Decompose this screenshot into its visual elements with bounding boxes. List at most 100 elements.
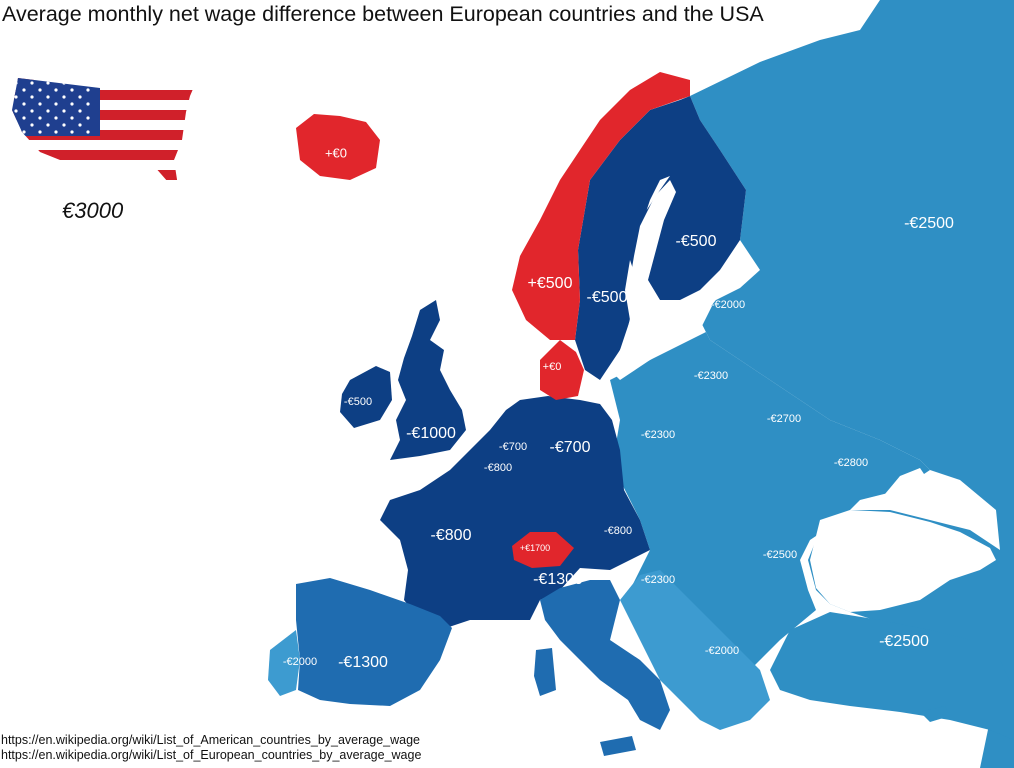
label-russia: -€2500 bbox=[904, 215, 954, 232]
switzerland-shape bbox=[512, 532, 574, 568]
flag-star bbox=[6, 130, 9, 133]
red-region bbox=[296, 72, 690, 568]
label-hungary: -€2300 bbox=[640, 574, 676, 586]
flag-star bbox=[86, 88, 90, 92]
flag-star bbox=[70, 116, 74, 120]
label-turkey: -€2500 bbox=[879, 633, 929, 650]
flag-star bbox=[46, 123, 50, 127]
label-belgium: -€800 bbox=[483, 462, 513, 474]
label-estonia: -€2000 bbox=[710, 299, 746, 311]
denmark-shape bbox=[540, 340, 584, 400]
flag-star bbox=[38, 88, 42, 92]
flag-star bbox=[46, 95, 50, 99]
flag-star bbox=[70, 102, 74, 106]
italy-shape bbox=[540, 580, 670, 730]
flag-star bbox=[6, 116, 9, 119]
flag-star bbox=[78, 123, 82, 127]
portugal-shape bbox=[268, 630, 300, 696]
black-sea bbox=[810, 510, 996, 612]
flag-star bbox=[6, 88, 9, 91]
flag-star bbox=[14, 123, 18, 127]
flag-star bbox=[14, 81, 18, 85]
source-link-2[interactable]: https://en.wikipedia.org/wiki/List_of_Eu… bbox=[1, 748, 422, 762]
flag-star bbox=[86, 130, 90, 134]
label-romania: -€2500 bbox=[762, 549, 798, 561]
flag-star bbox=[30, 95, 34, 99]
norway-shape bbox=[512, 72, 690, 340]
label-switzerland: +€1700 bbox=[519, 543, 551, 553]
flag-stripe bbox=[12, 170, 196, 180]
page-title: Average monthly net wage difference betw… bbox=[2, 2, 764, 26]
flag-star bbox=[54, 102, 58, 106]
ireland-shape bbox=[340, 366, 392, 428]
sicily-shape bbox=[600, 736, 636, 756]
flag-stripe bbox=[12, 90, 196, 100]
flag-star bbox=[38, 130, 42, 134]
flag-star bbox=[86, 116, 90, 120]
label-portugal: -€2000 bbox=[282, 656, 318, 668]
baltic-sea bbox=[610, 180, 712, 380]
flag-star bbox=[38, 74, 41, 77]
flag-star bbox=[46, 81, 50, 85]
flag-star bbox=[22, 102, 26, 106]
flag-star bbox=[54, 74, 57, 77]
flag-star bbox=[6, 102, 9, 105]
flag-stripe bbox=[12, 150, 196, 160]
south-europe-region bbox=[268, 578, 670, 756]
flag-star bbox=[70, 74, 73, 77]
label-france: -€800 bbox=[430, 527, 472, 544]
source-link-1[interactable]: https://en.wikipedia.org/wiki/List_of_Am… bbox=[1, 733, 420, 747]
balkans-shape bbox=[620, 570, 770, 730]
turkey-shape bbox=[770, 612, 1014, 740]
flag-stripe bbox=[12, 130, 196, 140]
sweden-shape bbox=[575, 96, 746, 380]
flag-star bbox=[78, 109, 82, 113]
label-netherlands: -€700 bbox=[498, 441, 528, 453]
flag-star bbox=[62, 95, 66, 99]
flag-star bbox=[54, 88, 58, 92]
flag-star bbox=[6, 74, 9, 77]
label-balkans: -€2000 bbox=[704, 645, 740, 657]
label-ireland: -€500 bbox=[343, 396, 373, 408]
label-latvia: -€2300 bbox=[693, 370, 729, 382]
cyprus-shape bbox=[920, 706, 950, 722]
spain-shape bbox=[296, 578, 452, 706]
usa-wage-label: €3000 bbox=[62, 198, 124, 223]
usa-flag-map bbox=[6, 74, 196, 186]
flag-star bbox=[22, 130, 26, 134]
flag-star bbox=[30, 109, 34, 113]
label-iceland: +€0 bbox=[324, 145, 348, 161]
label-germany: -€700 bbox=[549, 439, 591, 456]
label-finland: -€500 bbox=[675, 233, 717, 250]
flag-star bbox=[78, 81, 82, 85]
flag-star bbox=[86, 74, 89, 77]
azov-sea bbox=[880, 468, 928, 500]
sardinia-shape bbox=[534, 648, 556, 696]
label-austria: -€800 bbox=[603, 525, 633, 537]
label-ukraine: -€2800 bbox=[833, 457, 869, 469]
flag-star bbox=[78, 95, 82, 99]
flag-star bbox=[38, 102, 42, 106]
flag-star bbox=[22, 88, 26, 92]
flag-star bbox=[30, 123, 34, 127]
flag-star bbox=[30, 81, 34, 85]
label-spain: -€1300 bbox=[338, 654, 388, 671]
mainland-west-shape bbox=[380, 396, 650, 630]
flag-star bbox=[70, 88, 74, 92]
uk-shape bbox=[390, 300, 466, 460]
flag-stripe bbox=[12, 78, 196, 80]
flag-star bbox=[62, 109, 66, 113]
flag-star bbox=[22, 116, 26, 120]
flag-star bbox=[38, 116, 42, 120]
western-europe-region bbox=[340, 96, 746, 630]
label-denmark: +€0 bbox=[542, 361, 562, 373]
flag-star bbox=[14, 95, 18, 99]
flag-star bbox=[14, 109, 18, 113]
flag-stripe bbox=[12, 110, 196, 120]
label-belarus: -€2700 bbox=[766, 413, 802, 425]
flag-star bbox=[22, 74, 25, 77]
baltic-east-shape bbox=[610, 300, 930, 690]
label-sweden: -€500 bbox=[586, 289, 628, 306]
flag-star bbox=[62, 81, 66, 85]
